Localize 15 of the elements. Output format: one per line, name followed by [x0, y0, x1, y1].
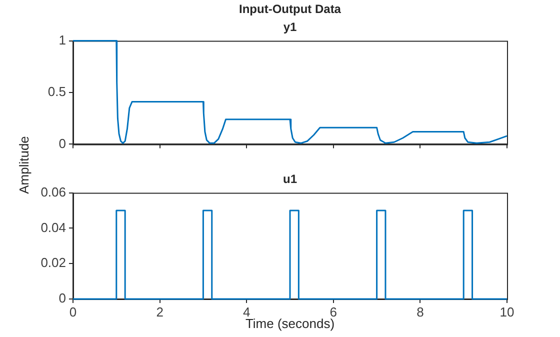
chart-subtitle: y1 [283, 20, 297, 34]
y-tick-label: 0 [58, 290, 66, 306]
y-tick-label: 0.04 [40, 220, 66, 235]
y-tick-label: 1 [58, 32, 66, 48]
x-tick-label: 10 [500, 304, 514, 320]
x-tick-label: 0 [69, 304, 77, 320]
chart-title: Input-Output Data [239, 2, 341, 16]
y-tick-label: 0.02 [40, 255, 66, 270]
y-axis-title: Amplitude [16, 136, 32, 194]
y-tick-label: 0 [58, 136, 66, 151]
y-tick-label: 0.06 [40, 184, 66, 200]
y-tick-label: 0.5 [48, 84, 66, 100]
chart-title: u1 [282, 172, 298, 186]
x-tick-label: 2 [156, 304, 164, 320]
x-tick-label: 8 [416, 304, 424, 320]
